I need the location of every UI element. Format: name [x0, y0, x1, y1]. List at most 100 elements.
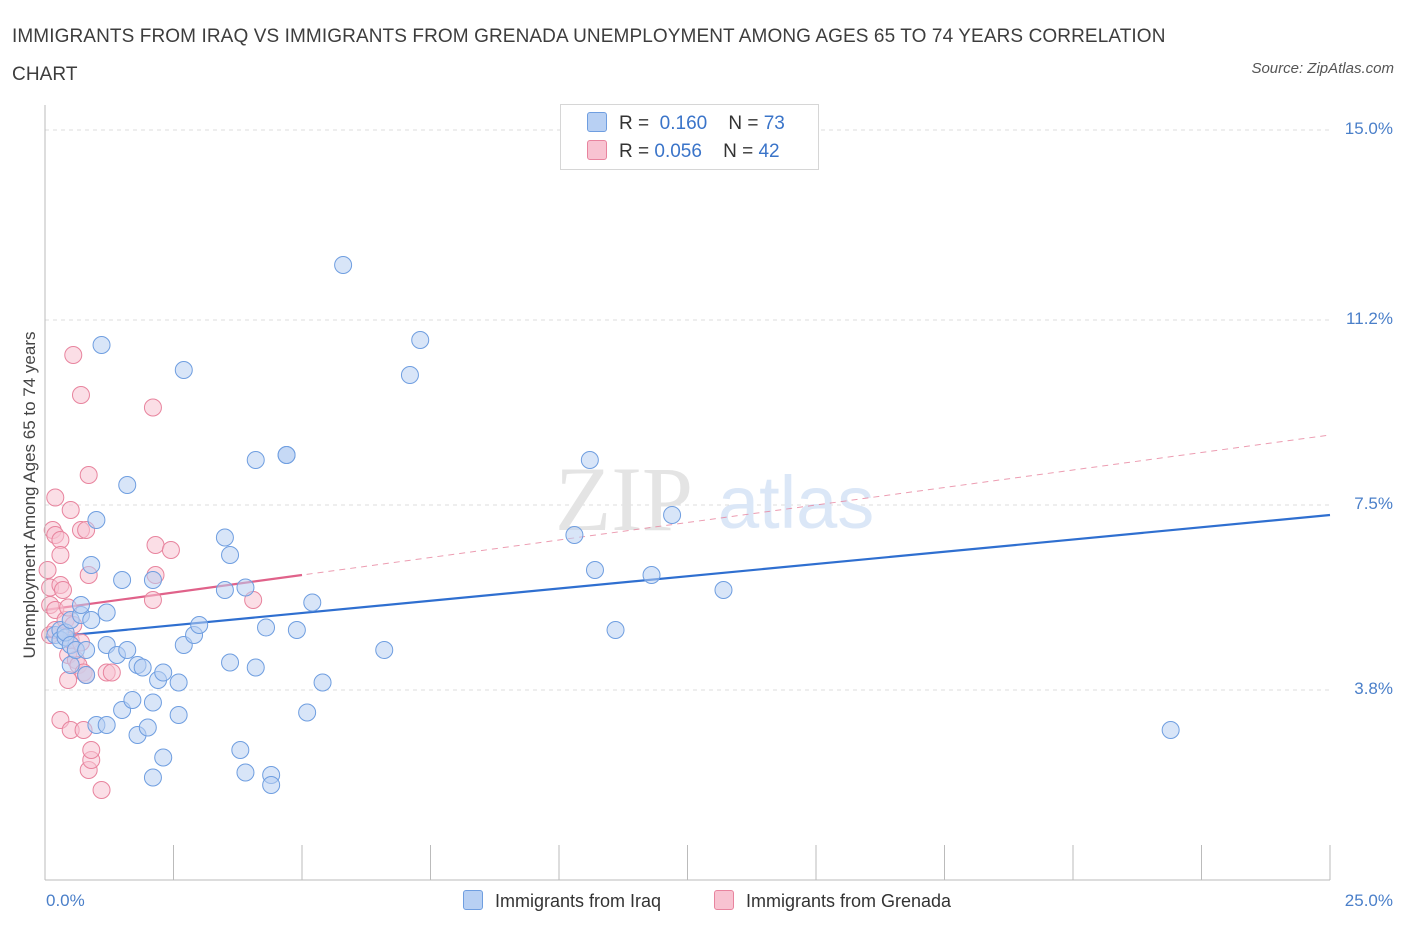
point-iraq-46 — [221, 653, 240, 672]
point-iraq-48 — [236, 578, 255, 597]
point-iraq-22 — [113, 571, 132, 589]
point-iraq-52 — [257, 618, 276, 637]
point-iraq-31 — [143, 768, 162, 787]
legend-r-value-iraq: 0.160 — [659, 113, 708, 134]
legend-label-grenada: Immigrants from Grenada — [746, 891, 952, 911]
point-iraq-29 — [133, 658, 152, 677]
y-tick-label-0: 3.8% — [1354, 679, 1393, 698]
point-iraq-63 — [400, 366, 419, 384]
point-iraq-45 — [221, 546, 240, 564]
point-grenada-40 — [143, 591, 162, 609]
point-iraq-60 — [313, 673, 332, 692]
legend-r-label-grenada: R = — [619, 141, 650, 162]
point-iraq-25 — [118, 476, 137, 494]
legend-item-iraq[interactable]: Immigrants from Iraq — [463, 890, 661, 912]
legend-swatch-grenada-bottom — [714, 890, 734, 910]
legend-row-iraq: R = 0.160 N = 73 — [587, 112, 785, 138]
point-iraq-59 — [303, 593, 322, 612]
point-iraq-36 — [154, 663, 173, 682]
point-grenada-36 — [82, 741, 101, 759]
point-iraq-30 — [138, 718, 157, 737]
point-iraq-69 — [642, 566, 661, 584]
point-grenada-27 — [71, 386, 90, 404]
legend-r-value-grenada: 0.056 — [654, 141, 702, 162]
y-tick-label-3: 15.0% — [1344, 119, 1393, 138]
point-iraq-10 — [71, 596, 90, 614]
point-grenada-21 — [64, 346, 83, 364]
trendline-grenada-extended — [44, 434, 1331, 611]
point-grenada-10 — [51, 546, 70, 564]
point-grenada-5 — [46, 488, 65, 507]
point-iraq-57 — [287, 621, 306, 639]
point-grenada-41 — [143, 398, 162, 417]
point-iraq-49 — [236, 763, 255, 782]
legend-swatch-grenada — [587, 140, 607, 160]
point-grenada-39 — [102, 663, 121, 682]
legend-swatch-iraq — [587, 112, 607, 132]
point-iraq-6 — [61, 656, 80, 674]
point-iraq-54 — [262, 776, 281, 794]
point-grenada-33 — [79, 466, 98, 484]
point-iraq-65 — [565, 526, 584, 544]
point-iraq-58 — [298, 703, 317, 722]
point-iraq-67 — [585, 561, 604, 579]
legend-swatch-iraq-bottom — [463, 890, 483, 910]
watermark-atlas: atlas — [718, 461, 874, 544]
point-iraq-20 — [97, 603, 116, 622]
point-iraq-17 — [92, 336, 111, 354]
legend-r-label-iraq: R = — [619, 113, 650, 134]
point-grenada-37 — [92, 781, 111, 799]
point-iraq-32 — [143, 693, 162, 712]
point-grenada-44 — [161, 541, 180, 559]
point-iraq-51 — [246, 658, 265, 677]
stats-legend: R = 0.160 N = 73 R = 0.056 N = 42 — [560, 104, 819, 170]
point-iraq-70 — [663, 506, 682, 524]
point-grenada-0 — [38, 561, 57, 579]
point-iraq-11 — [77, 641, 96, 659]
x-tick-label-min: 0.0% — [46, 891, 85, 910]
legend-item-grenada[interactable]: Immigrants from Grenada — [714, 890, 951, 912]
point-iraq-61 — [334, 256, 353, 274]
x-tick-label-max: 25.0% — [1344, 891, 1393, 910]
point-iraq-12 — [77, 666, 96, 684]
point-iraq-56 — [277, 446, 296, 464]
chart-title: IMMIGRANTS FROM IRAQ VS IMMIGRANTS FROM … — [12, 26, 1166, 85]
trendline-iraq — [44, 513, 1331, 639]
y-tick-label-1: 7.5% — [1354, 494, 1393, 513]
legend-n-label-iraq: N = — [728, 113, 759, 134]
legend-row-grenada: R = 0.056 N = 42 — [587, 140, 780, 166]
point-iraq-50 — [246, 451, 265, 469]
point-iraq-16 — [87, 511, 106, 529]
source-label: Source: ZipAtlas.com — [1251, 60, 1394, 77]
point-iraq-62 — [375, 641, 394, 659]
point-grenada-18 — [61, 501, 80, 519]
point-iraq-37 — [169, 673, 188, 692]
point-iraq-64 — [411, 331, 430, 349]
point-iraq-35 — [154, 748, 173, 767]
point-grenada-42 — [146, 536, 165, 554]
point-iraq-72 — [1161, 721, 1180, 739]
point-iraq-66 — [580, 451, 599, 469]
point-iraq-24 — [118, 641, 137, 659]
point-iraq-13 — [82, 611, 101, 629]
point-grenada-9 — [51, 531, 70, 549]
legend-n-label-grenada: N = — [723, 141, 754, 162]
point-grenada-17 — [59, 671, 78, 689]
point-iraq-38 — [169, 706, 188, 724]
point-iraq-26 — [123, 691, 142, 709]
point-iraq-14 — [82, 556, 101, 574]
point-iraq-19 — [97, 716, 116, 734]
point-iraq-44 — [215, 528, 234, 547]
point-iraq-33 — [143, 571, 162, 589]
point-iraq-43 — [215, 581, 234, 599]
point-iraq-47 — [231, 741, 250, 759]
y-tick-label-2: 11.2% — [1346, 309, 1393, 328]
legend-n-value-grenada: 42 — [758, 141, 780, 162]
point-iraq-40 — [174, 361, 193, 379]
point-iraq-42 — [190, 616, 209, 634]
point-iraq-68 — [606, 621, 625, 639]
legend-label-iraq: Immigrants from Iraq — [495, 891, 662, 911]
legend-n-value-iraq: 73 — [763, 113, 785, 134]
point-iraq-71 — [714, 581, 733, 599]
